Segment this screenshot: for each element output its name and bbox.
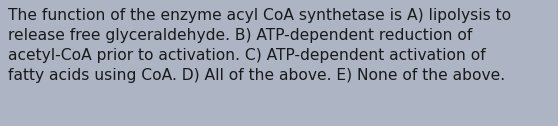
Text: The function of the enzyme acyl CoA synthetase is A) lipolysis to
release free g: The function of the enzyme acyl CoA synt… [8,8,511,83]
